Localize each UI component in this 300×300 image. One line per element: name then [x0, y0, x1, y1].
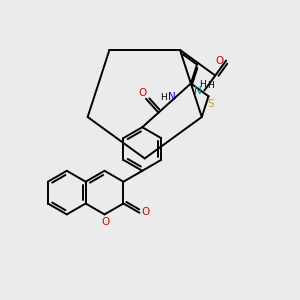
Text: O: O — [101, 217, 110, 227]
Text: H: H — [160, 93, 167, 102]
Text: S: S — [207, 99, 214, 109]
Text: O: O — [215, 56, 223, 66]
Text: O: O — [138, 88, 146, 98]
Text: N: N — [168, 92, 176, 102]
Text: H: H — [207, 81, 214, 90]
Text: H: H — [199, 80, 206, 89]
Text: O: O — [141, 207, 149, 217]
Text: N: N — [194, 85, 201, 95]
